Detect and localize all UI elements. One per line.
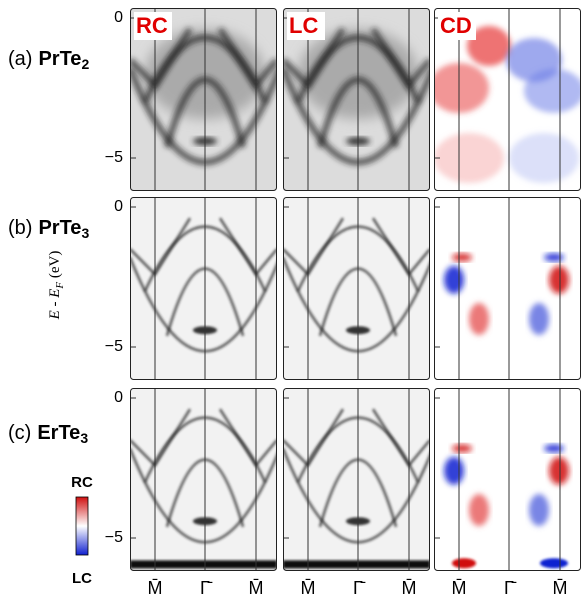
panel-bg <box>130 388 277 571</box>
panel-label: RC <box>136 13 168 38</box>
panel-bg <box>283 197 430 380</box>
k-label: M̄ <box>249 578 264 598</box>
axis-label-unit: (eV) <box>47 251 63 282</box>
panel-border <box>283 8 430 191</box>
colorbar <box>75 496 89 556</box>
k-label: M̄ <box>301 578 316 598</box>
cd-feature <box>529 303 549 335</box>
panel-bg <box>130 197 277 380</box>
panel <box>434 197 581 380</box>
row-label: (c) ErTe3 <box>8 422 88 445</box>
axis-label: E - EF (eV) <box>47 251 65 321</box>
colorbar-bottom: LC <box>72 570 92 587</box>
cd-feature <box>444 265 464 294</box>
y-tick-label: −5 <box>105 529 123 546</box>
cd-feature <box>549 265 569 294</box>
panel-border <box>283 388 430 571</box>
y-tick-label: 0 <box>114 198 123 215</box>
row-prefix: (a) <box>8 48 32 70</box>
cd-feature <box>467 26 511 66</box>
cd-feature <box>452 253 472 262</box>
k-label: M̄ <box>148 578 163 598</box>
y-tick-label: 0 <box>114 9 123 26</box>
cd-feature <box>469 303 489 335</box>
y-tick-label: −5 <box>105 149 123 166</box>
k-label: M̄ <box>553 578 568 598</box>
panel <box>130 197 277 380</box>
compound: ErTe <box>37 422 80 444</box>
k-label: Γ̄ <box>353 578 366 598</box>
compound-subscript: 3 <box>81 225 89 241</box>
cd-feature <box>544 444 564 453</box>
cd-feature <box>524 68 581 113</box>
panel-label: CD <box>440 13 472 38</box>
axis-label-sub: F <box>54 282 66 290</box>
panel-border <box>130 197 277 380</box>
axis-label-main: E - E <box>47 289 63 321</box>
cd-feature <box>549 456 569 485</box>
panel <box>283 197 430 380</box>
k-label: Γ̄ <box>504 578 517 598</box>
cd-feature <box>529 494 549 526</box>
cd-feature <box>469 494 489 526</box>
panel <box>130 8 277 191</box>
panel-bg <box>283 388 430 571</box>
panel-border <box>130 8 277 191</box>
row-prefix: (c) <box>8 422 31 444</box>
cd-feature <box>509 133 579 183</box>
compound: PrTe <box>38 48 81 70</box>
y-tick-label: −5 <box>105 338 123 355</box>
panel-label: LC <box>289 13 318 38</box>
cd-feature <box>434 133 504 183</box>
cd-feature <box>452 558 476 569</box>
panel <box>283 388 430 571</box>
panel-label-bg <box>287 12 325 40</box>
panel <box>434 388 581 571</box>
colorbar-top: RC <box>71 474 93 491</box>
panel-border <box>130 388 277 571</box>
k-label: Γ̄ <box>200 578 213 598</box>
row-label: (b) PrTe3 <box>8 217 89 240</box>
cd-feature <box>444 456 464 485</box>
y-tick-label: 0 <box>114 389 123 406</box>
panel-label-bg <box>134 12 172 40</box>
cd-feature <box>544 253 564 262</box>
panel-border <box>283 197 430 380</box>
row-prefix: (b) <box>8 217 32 239</box>
compound-subscript: 2 <box>81 56 89 72</box>
panel-label-bg <box>438 12 476 40</box>
compound: PrTe <box>38 217 81 239</box>
cd-feature <box>540 558 568 569</box>
panel <box>130 388 277 571</box>
cd-feature <box>452 444 472 453</box>
panel <box>283 8 430 191</box>
k-label: M̄ <box>402 578 417 598</box>
panel <box>434 8 581 191</box>
flat-band <box>283 560 430 569</box>
k-label: M̄ <box>452 578 467 598</box>
compound-subscript: 3 <box>80 430 88 446</box>
row-label: (a) PrTe2 <box>8 48 89 71</box>
flat-band <box>130 560 277 569</box>
